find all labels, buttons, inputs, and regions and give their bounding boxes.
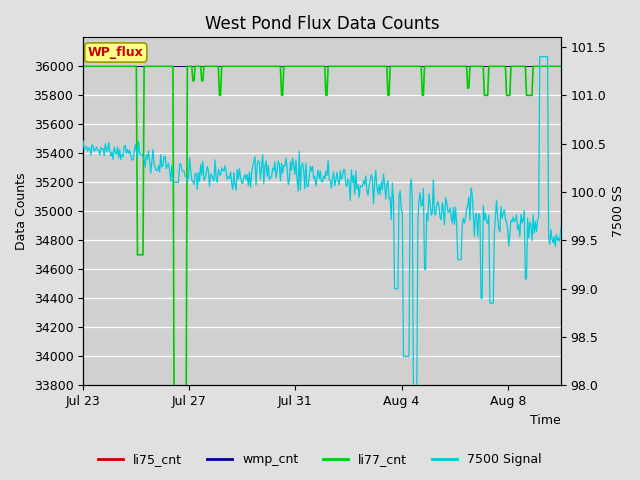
Text: WP_flux: WP_flux bbox=[88, 46, 143, 59]
X-axis label: Time: Time bbox=[530, 414, 561, 427]
Y-axis label: 7500 SS: 7500 SS bbox=[612, 185, 625, 237]
Title: West Pond Flux Data Counts: West Pond Flux Data Counts bbox=[205, 15, 439, 33]
Y-axis label: Data Counts: Data Counts bbox=[15, 173, 28, 250]
Legend: li75_cnt, wmp_cnt, li77_cnt, 7500 Signal: li75_cnt, wmp_cnt, li77_cnt, 7500 Signal bbox=[93, 448, 547, 471]
